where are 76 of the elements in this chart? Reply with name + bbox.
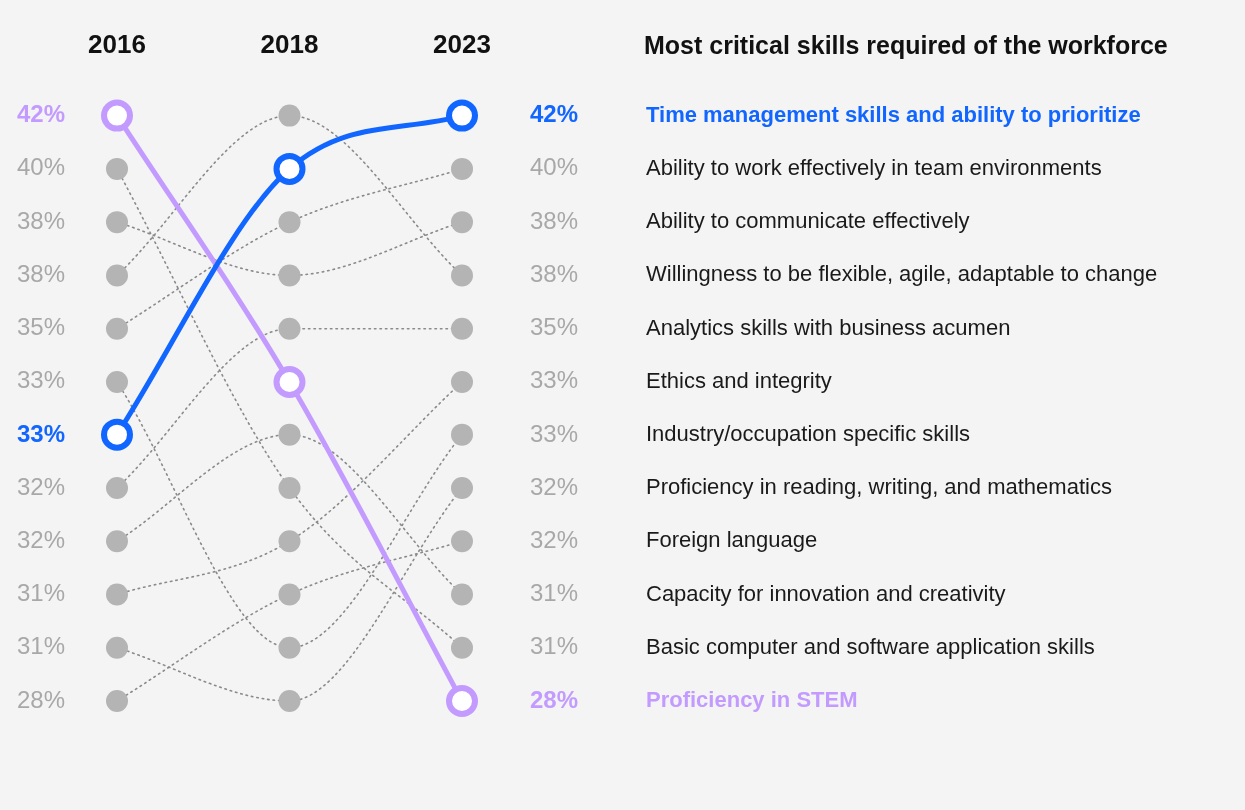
category-label: 38% [16,206,65,234]
text: Industry/occupation specific skills [646,420,971,446]
text: Willingness to be flexible, agile, adaptable to change [646,261,1158,287]
point [446,684,478,717]
category-label: 32% [16,525,65,553]
point [451,317,473,340]
category-label: 32% [530,472,579,500]
point [106,476,128,499]
text: Proficiency in STEM [646,687,858,713]
category-label: 28% [16,685,65,713]
point [101,99,133,132]
point [451,211,473,234]
point [451,636,473,659]
point [101,418,133,451]
category-label: 31% [530,632,579,660]
category-label: 35% [16,313,65,341]
point [106,636,128,659]
point [451,157,473,180]
x-tick-label: 2018 [260,28,319,59]
point [278,636,301,659]
point [278,423,301,446]
point [278,264,301,287]
point [273,365,306,398]
point [106,211,128,234]
point [451,264,473,287]
point [451,583,473,606]
point [278,104,301,127]
category-label: 33% [16,366,65,394]
point [273,152,306,185]
point [278,317,301,340]
text: Ability to work effectively in team environments [646,154,1102,180]
category-label: 35% [530,313,579,341]
category-label: 31% [16,579,65,607]
text: Time management skills and ability to prioritize [646,101,1141,127]
point [106,583,128,606]
text: Ethics and integrity [646,368,832,394]
point [106,370,128,393]
text: Foreign language [646,527,818,553]
point [106,530,128,553]
point [278,476,301,499]
category-label: 38% [16,259,65,287]
x-tick-label: 2016 [88,28,146,59]
category-label: 32% [530,525,579,553]
x-tick-label: 2023 [433,28,491,59]
category-label: 40% [16,153,65,181]
text: Ability to communicate effectively [646,208,970,234]
text: Capacity for innovation and creativity [646,580,1006,606]
point [451,530,473,553]
point [278,530,301,553]
point [278,689,301,712]
category-label: 40% [530,153,579,181]
text: Most critical skills required of the workforce [644,30,1168,59]
point [451,423,473,446]
point [106,157,128,180]
text: Proficiency in reading, writing, and mathematics [646,473,1112,499]
category-label: 42% [16,100,65,128]
point [278,583,301,606]
point [278,211,301,234]
point [106,317,128,340]
category-label: 31% [530,579,579,607]
point [106,264,128,287]
category-label: 33% [530,366,579,394]
point [446,99,478,132]
category-label: 31% [16,632,65,660]
point [451,476,473,499]
point [106,689,128,712]
point [451,370,473,393]
text: Analytics skills with business acumen [646,314,1011,340]
category-label: 38% [530,259,579,287]
category-label: 38% [530,206,579,234]
category-label: 33% [530,419,579,447]
category-label: 33% [16,419,65,447]
category-label: 28% [530,685,579,713]
text: Basic computer and software application skills [646,633,1095,659]
category-label: 32% [16,472,65,500]
category-label: 42% [530,100,579,128]
